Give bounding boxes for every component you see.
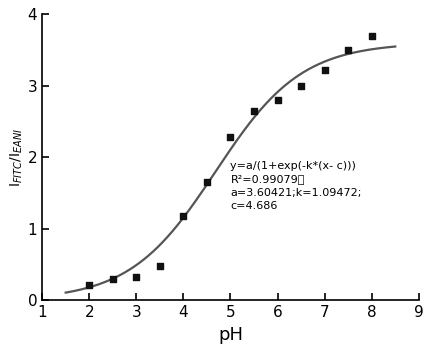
Point xyxy=(321,67,328,73)
Point xyxy=(274,97,281,103)
Point xyxy=(368,33,375,39)
Y-axis label: I$_{FITC}$/I$_{EANI}$: I$_{FITC}$/I$_{EANI}$ xyxy=(8,128,25,187)
Point xyxy=(203,180,210,185)
Text: y=a/(1+exp(-k*(x- c)))
R²=0.99079；
a=3.60421;k=1.09472;
c=4.686: y=a/(1+exp(-k*(x- c))) R²=0.99079； a=3.6… xyxy=(230,161,362,211)
Point xyxy=(251,108,257,114)
Point xyxy=(180,213,187,219)
X-axis label: pH: pH xyxy=(218,326,243,344)
Point xyxy=(133,275,140,280)
Point xyxy=(86,282,92,287)
Point xyxy=(227,134,234,140)
Point xyxy=(345,47,352,53)
Point xyxy=(109,276,116,282)
Point xyxy=(156,263,163,269)
Point xyxy=(298,83,305,89)
